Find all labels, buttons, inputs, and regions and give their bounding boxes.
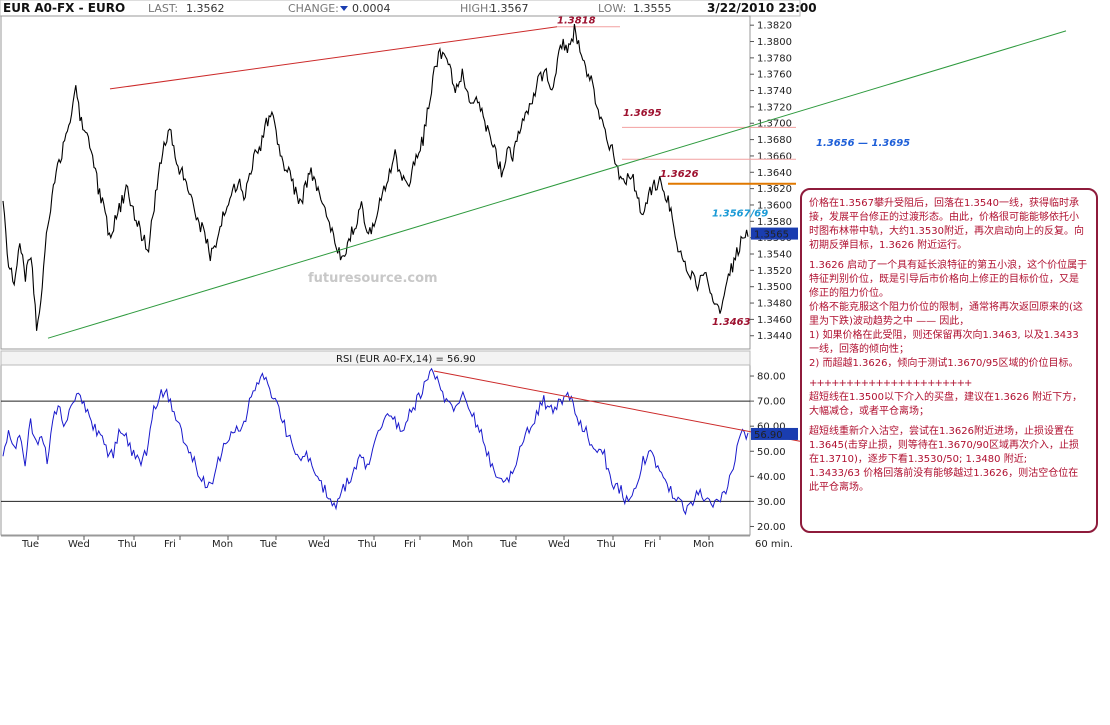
annotation-target-range: 1.3656 — 1.3695: [816, 138, 910, 149]
price-tick-label: 1.3440: [757, 331, 792, 342]
x-tick-label: Wed: [548, 539, 570, 550]
down-arrow-icon: [340, 6, 348, 11]
price-tick-label: 1.3620: [757, 184, 792, 195]
analysis-note-box: 价格在1.3567攀升受阻后，回落在1.3540一线，获得临时承接，发展平台修正…: [800, 188, 1098, 533]
price-tick-label: 1.3720: [757, 102, 792, 113]
symbol-label: EUR A0-FX - EURO: [3, 1, 125, 15]
last-price-tag: 1.3565: [751, 227, 798, 241]
x-tick-label: Tue: [499, 539, 517, 550]
rsi-trendline: [433, 370, 801, 442]
x-tick-label: Mon: [452, 539, 473, 550]
price-guides: [557, 26, 796, 160]
note-paragraph-8: 1.3433/63 价格回落前没有能够越过1.3626，则沽空仓位在此平仓离场。: [809, 468, 1079, 493]
change-label: CHANGE:: [288, 2, 339, 15]
low-value: 1.3555: [633, 2, 672, 15]
x-tick-label: Fri: [164, 539, 176, 550]
last-label: LAST:: [148, 2, 178, 15]
rsi-axis: 20.00 30.00 40.00 50.00 60.00 70.00 80.00: [750, 372, 786, 533]
price-tick-label: 1.3600: [757, 200, 792, 211]
note-paragraph-3: 价格不能克服这个阻力价位的限制，通常将再次返回原来的(这里为下跌)波动趋势之中 …: [809, 302, 1083, 327]
rsi-reference-lines: [1, 400, 750, 502]
note-paragraph-5: 2) 而超越1.3626，倾向于测试1.3670/95区域的价位目标。: [809, 358, 1079, 369]
note-paragraph-7: 超短线重新介入沽空，尝试在1.3626附近进场，止损设置在1.3645(击穿止损…: [809, 426, 1079, 465]
support-line: [47, 30, 1067, 339]
x-tick-label: Fri: [404, 539, 416, 550]
price-tick-label: 1.3460: [757, 315, 792, 326]
annotation-1.3567-69: 1.3567/69: [712, 208, 768, 219]
price-panel-frame: [0, 15, 751, 350]
price-tick-label: 1.3800: [757, 37, 792, 48]
note-paragraph-1: 价格在1.3567攀升受阻后，回落在1.3540一线，获得临时承接，发展平台修正…: [809, 198, 1084, 251]
price-tick-label: 1.3700: [757, 119, 792, 130]
rsi-tick-label: 20.00: [757, 522, 786, 533]
x-tick-label: Mon: [212, 539, 233, 550]
last-value: 1.3562: [186, 2, 225, 15]
change-value: 0.0004: [352, 2, 391, 15]
annotation-1.3463: 1.3463: [712, 317, 751, 328]
price-tick-label: 1.3580: [757, 217, 792, 228]
resistance-line: [109, 26, 558, 90]
x-axis: Tue Wed Thu Fri Mon Tue Wed Thu Fri Mon Tue Wed Thu F…: [21, 536, 793, 550]
rsi-tick-label: 40.00: [757, 472, 786, 483]
price-tick-label: 1.3660: [757, 151, 792, 162]
high-value: 1.3567: [490, 2, 529, 15]
rsi-tick-label: 30.00: [757, 497, 786, 508]
price-tick-label: 1.3680: [757, 135, 792, 146]
rsi-tick-label: 60.00: [757, 422, 786, 433]
rsi-tick-label: 50.00: [757, 447, 786, 458]
rsi-series-line: [2, 367, 749, 516]
price-tick-label: 1.3820: [757, 21, 792, 32]
rsi-title-bar: [0, 350, 751, 366]
header-bar: EUR A0-FX - EURO LAST: 1.3562 CHANGE: 0.…: [0, 0, 817, 17]
rsi-panel-frame: [0, 350, 751, 536]
x-tick-label: 60 min.: [755, 539, 793, 550]
datetime-label: 3/22/2010 23:00: [707, 1, 817, 15]
price-series-line: [2, 23, 749, 331]
high-label: HIGH:: [460, 2, 492, 15]
watermark: futuresource.com: [308, 271, 438, 286]
note-paragraph-2: 1.3626 启动了一个具有延长浪特征的第五小浪，这个价位属于特征判别价位，既是…: [809, 260, 1088, 299]
x-tick-label: Wed: [308, 539, 330, 550]
x-tick-label: Thu: [117, 539, 137, 550]
price-tick-label: 1.3500: [757, 282, 792, 293]
annotation-1.3626: 1.3626: [660, 169, 699, 180]
annotation-1.3818: 1.3818: [557, 16, 596, 27]
price-axis: 1.3440 1.3460 1.3480 1.3500 1.3520 1.3540 1.35…: [750, 21, 792, 342]
x-tick-label: Thu: [357, 539, 377, 550]
price-tick-label: 1.3780: [757, 53, 792, 64]
note-separator: ++++++++++++++++++++++: [809, 378, 972, 389]
price-tick-label: 1.3760: [757, 70, 792, 81]
last-price-tag-label: 1.3565: [754, 230, 789, 241]
price-tick-label: 1.3540: [757, 250, 792, 261]
rsi-tick-label: 80.00: [757, 372, 786, 383]
x-tick-label: Fri: [644, 539, 656, 550]
price-tick-label: 1.3740: [757, 86, 792, 97]
rsi-value-tag: 56.90: [751, 427, 798, 441]
note-paragraph-4: 1) 如果价格在此受阻，则还保留再次向1.3463, 以及1.3433 一线，回…: [809, 330, 1079, 355]
x-tick-label: Wed: [68, 539, 90, 550]
price-tick-label: 1.3640: [757, 168, 792, 179]
price-tick-label: 1.3520: [757, 266, 792, 277]
low-label: LOW:: [598, 2, 626, 15]
x-tick-label: Mon: [693, 539, 714, 550]
price-tick-label: 1.3480: [757, 299, 792, 310]
rsi-tick-label: 70.00: [757, 397, 786, 408]
x-tick-label: Thu: [596, 539, 616, 550]
x-tick-label: Tue: [21, 539, 39, 550]
x-tick-label: Tue: [259, 539, 277, 550]
rsi-value-tag-label: 56.90: [754, 430, 783, 441]
note-paragraph-6: 超短线在1.3500以下介入的买盘，建议在1.3626 附近下方，大幅减仓，或者…: [809, 392, 1083, 417]
annotation-1.3695: 1.3695: [623, 108, 662, 119]
rsi-title: RSI (EUR A0-FX,14) = 56.90: [336, 354, 476, 365]
